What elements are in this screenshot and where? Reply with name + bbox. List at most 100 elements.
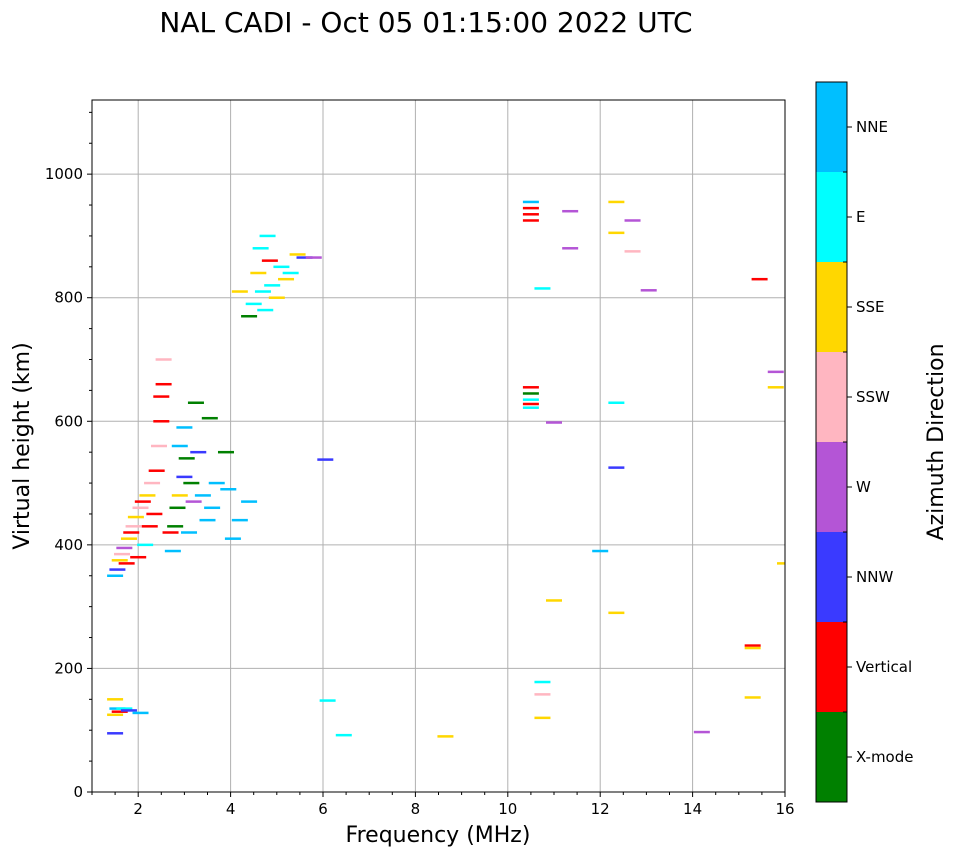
echo-mark-sse: [546, 599, 562, 602]
echo-mark-sse: [127, 515, 144, 519]
x-axis-ticks: 2 4 6 8 10 12 14 16: [91, 792, 795, 818]
colorbar-segment-vertical: [816, 622, 847, 712]
echo-mark-ssw: [125, 525, 142, 528]
echo-mark-nne: [171, 444, 188, 448]
echo-mark-nne: [107, 574, 124, 577]
echo-mark-vertical: [522, 213, 539, 216]
echo-mark-ssw: [144, 481, 161, 485]
colorbar-tick-label: SSE: [856, 298, 885, 316]
echo-mark-sse: [534, 716, 551, 720]
echo-mark-sse: [250, 271, 267, 275]
x-tick-label: 2: [133, 800, 143, 818]
echo-mark-vertical: [153, 395, 170, 398]
echo-mark-w: [624, 219, 641, 222]
colorbar-segment-ssw: [816, 352, 847, 442]
echo-mark-nne: [164, 549, 181, 553]
echo-mark-sse: [107, 698, 124, 701]
echo-mark-sse: [437, 735, 454, 738]
echo-mark-nne: [176, 426, 193, 429]
chart-title: NAL CADI - Oct 05 01:15:00 2022 UTC: [159, 6, 692, 39]
colorbar-frame: [815, 81, 848, 803]
echo-mark-vertical: [148, 469, 165, 472]
colorbar-tick-label: X-mode: [856, 748, 913, 766]
echo-mark-vertical: [111, 710, 128, 713]
echo-mark-vertical: [155, 382, 172, 386]
echo-mark-vertical: [751, 277, 768, 281]
echo-mark-e: [534, 680, 551, 684]
echo-mark-e: [116, 707, 133, 710]
echo-mark-x-mode: [169, 506, 186, 510]
echo-mark-e: [522, 398, 539, 401]
echo-mark-e: [252, 247, 269, 250]
echo-mark-nnw: [109, 568, 126, 571]
echo-mark-e: [254, 290, 271, 293]
echo-mark-sse: [744, 646, 761, 650]
echo-mark-vertical: [153, 420, 170, 423]
echo-mark-x-mode: [183, 481, 200, 485]
echo-mark-w: [546, 421, 562, 424]
colorbar-segment-e: [816, 172, 847, 262]
echo-mark-e: [137, 543, 154, 547]
colorbar-tick-label: E: [856, 208, 865, 226]
echo-mark-ssw: [132, 506, 149, 510]
echo-mark-sse: [744, 696, 761, 699]
x-tick-label: 12: [591, 800, 610, 818]
echo-mark-w: [562, 209, 579, 213]
colorbar-segment-w: [816, 442, 847, 532]
echo-mark-ssw: [150, 444, 167, 448]
echo-mark-w: [116, 546, 133, 550]
colorbar-tick-label: NNW: [856, 568, 893, 586]
echo-mark-sse: [608, 231, 625, 235]
echo-mark-w: [185, 500, 202, 503]
echo-mark-sse: [231, 290, 248, 293]
echo-mark-sse: [171, 494, 188, 497]
plot-background: [92, 100, 785, 792]
echo-mark-nne: [194, 494, 211, 497]
y-tick-label: 1000: [45, 165, 83, 183]
echo-mark-w: [767, 370, 784, 374]
colorbar-segment-nnw: [816, 532, 847, 622]
echo-mark-e: [319, 699, 336, 702]
echo-mark-e: [245, 302, 262, 306]
echo-mark-sse: [608, 200, 625, 204]
echo-mark-e: [259, 234, 276, 238]
echo-mark-nne: [220, 488, 237, 491]
echo-mark-ssw: [114, 552, 131, 556]
echo-mark-sse: [289, 253, 306, 256]
echo-mark-sse: [120, 537, 137, 540]
y-tick-label: 200: [54, 659, 83, 677]
echo-mark-sse: [111, 559, 128, 562]
echo-mark-nne: [224, 537, 241, 540]
y-axis-label: Virtual height (km): [10, 342, 35, 549]
grid-lines: [92, 100, 786, 793]
echo-mark-vertical: [146, 512, 163, 516]
echo-mark-e: [335, 733, 352, 737]
echo-mark-vertical: [130, 555, 147, 559]
echo-mark-vertical: [522, 206, 539, 210]
echo-mark-sse: [777, 562, 785, 565]
echo-mark-ssw: [534, 693, 551, 696]
echo-mark-vertical: [162, 531, 179, 534]
echo-mark-nne: [592, 549, 609, 553]
echo-mark-e: [608, 401, 625, 404]
echo-mark-sse: [268, 296, 285, 299]
echo-mark-vertical: [261, 259, 278, 262]
echo-mark-vertical: [123, 531, 140, 534]
x-tick-label: 6: [318, 800, 328, 818]
colorbar: X-mode Vertical NNW W SSW SSE E NNE: [815, 81, 913, 803]
echo-mark-x-mode: [522, 392, 539, 395]
echo-mark-vertical: [744, 644, 761, 647]
echo-mark-nnw: [176, 475, 193, 479]
echo-mark-e: [257, 308, 274, 312]
echo-mark-vertical: [134, 500, 151, 503]
colorbar-tick-label: Vertical: [856, 658, 912, 676]
colorbar-label: Azimuth Direction: [924, 343, 949, 540]
colorbar-tick-label: NNE: [856, 118, 888, 136]
echo-mark-e: [522, 406, 539, 409]
echo-mark-nne: [231, 518, 248, 522]
y-tick-label: 600: [54, 412, 83, 430]
echo-mark-x-mode: [187, 401, 204, 404]
y-axis-ticks: 0 200 400 600 800 1000: [45, 111, 92, 801]
y-tick-label: 400: [54, 536, 83, 554]
